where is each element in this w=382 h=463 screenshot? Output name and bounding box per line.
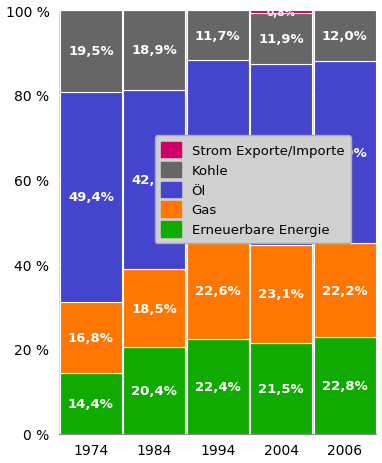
Bar [187, 339, 249, 434]
Bar [314, 12, 376, 62]
Text: 42,9%: 42,9% [322, 146, 367, 159]
Text: 42,7%: 42,7% [258, 149, 304, 162]
Text: 12,0%: 12,0% [322, 31, 367, 44]
Bar [60, 93, 122, 302]
Bar [60, 11, 122, 93]
Bar [250, 65, 312, 245]
Text: 23,1%: 23,1% [258, 288, 304, 300]
Bar [250, 14, 312, 65]
Bar [123, 348, 185, 434]
Bar [250, 343, 312, 434]
Bar [314, 244, 376, 338]
Bar [60, 302, 122, 373]
Text: 11,9%: 11,9% [259, 33, 304, 46]
Text: 22,6%: 22,6% [195, 285, 241, 298]
Text: 22,4%: 22,4% [195, 380, 241, 393]
Text: 22,2%: 22,2% [322, 284, 367, 297]
Bar [123, 269, 185, 348]
Text: 20,4%: 20,4% [131, 384, 177, 397]
Text: 19,5%: 19,5% [68, 45, 114, 58]
Text: 0,8%: 0,8% [267, 8, 296, 18]
Text: 14,4%: 14,4% [68, 397, 114, 410]
Text: 11,7%: 11,7% [195, 30, 241, 43]
Bar [314, 62, 376, 244]
Legend: Strom Exporte/Importe, Kohle, Öl, Gas, Erneuerbare Energie: Strom Exporte/Importe, Kohle, Öl, Gas, E… [155, 136, 351, 244]
Bar [187, 12, 249, 61]
Bar [187, 244, 249, 339]
Text: 43,2%: 43,2% [195, 146, 241, 159]
Text: 22,8%: 22,8% [322, 379, 367, 392]
Bar [123, 11, 185, 90]
Text: 21,5%: 21,5% [259, 382, 304, 395]
Bar [187, 61, 249, 244]
Text: 16,8%: 16,8% [68, 331, 114, 344]
Bar [60, 373, 122, 434]
Text: 18,5%: 18,5% [131, 302, 177, 315]
Bar [250, 245, 312, 343]
Text: 42,3%: 42,3% [131, 174, 177, 187]
Bar [314, 338, 376, 434]
Text: 49,4%: 49,4% [68, 191, 114, 204]
Bar [123, 90, 185, 269]
Bar [250, 11, 312, 14]
Text: 18,9%: 18,9% [131, 44, 177, 57]
